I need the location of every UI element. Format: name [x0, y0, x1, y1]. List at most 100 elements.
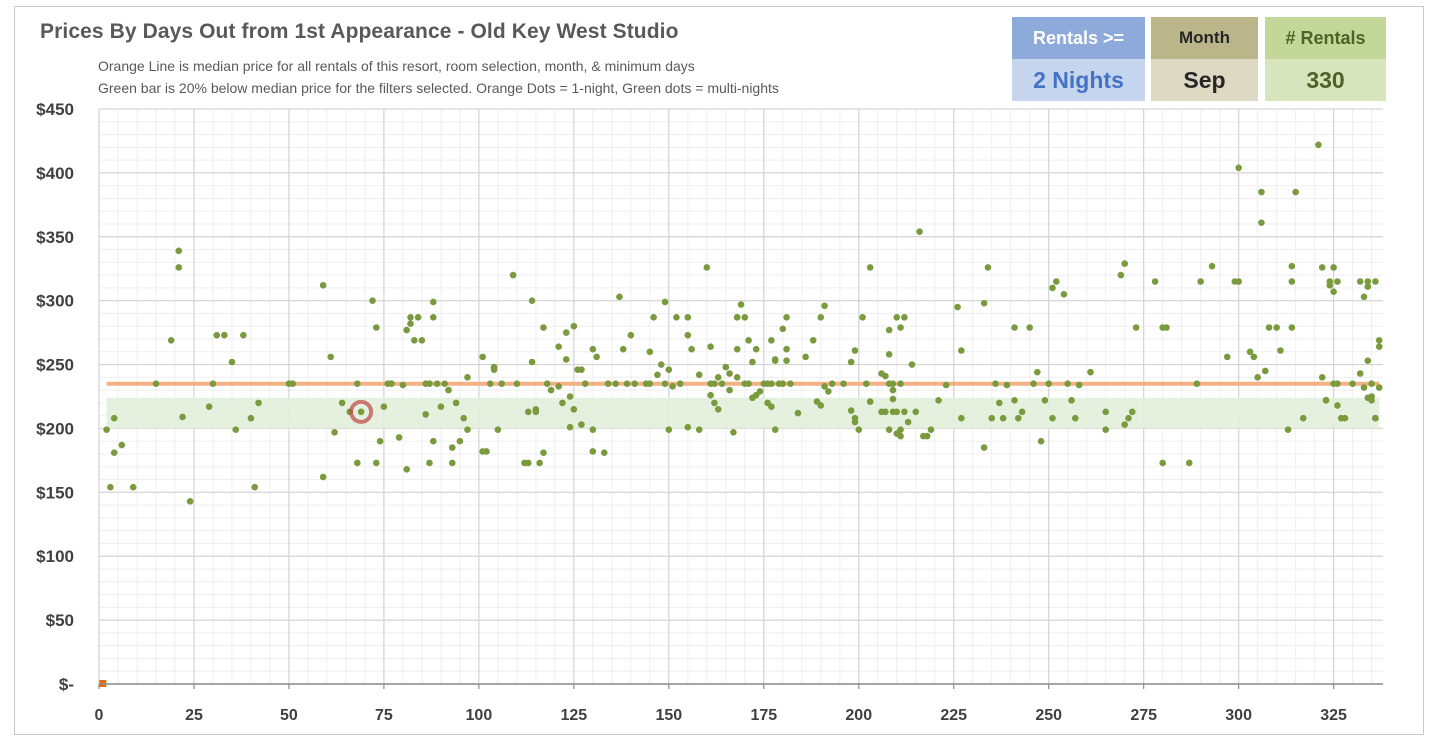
- multi-night-dot: [935, 397, 942, 404]
- multi-night-dot: [247, 414, 255, 422]
- multi-night-dot: [889, 380, 897, 388]
- month-filter-value[interactable]: Sep: [1151, 59, 1258, 101]
- rentals-filter-label: Rentals >=: [1012, 17, 1145, 59]
- discount-band-layer: [106, 397, 1380, 429]
- x-tick-label: 75: [375, 707, 393, 724]
- multi-night-dot: [1330, 264, 1337, 271]
- multi-night-dot: [357, 408, 365, 416]
- multi-night-dot: [175, 247, 183, 255]
- multi-night-dot: [1223, 353, 1231, 361]
- multi-night-dot: [885, 326, 893, 334]
- multi-night-dot: [1011, 324, 1018, 331]
- multi-night-dot: [566, 423, 574, 431]
- multi-night-dot: [1121, 260, 1128, 267]
- multi-night-dot: [448, 459, 456, 467]
- multi-night-dot: [863, 380, 870, 388]
- multi-night-dot: [1151, 278, 1159, 285]
- x-tick-label: 325: [1320, 707, 1347, 724]
- multi-night-dot: [707, 343, 714, 350]
- multi-night-dot: [684, 331, 692, 339]
- rentals-filter-card[interactable]: Rentals >= 2 Nights: [1012, 17, 1145, 101]
- multi-night-dot: [1334, 278, 1341, 285]
- multi-night-dot: [1128, 408, 1136, 416]
- multi-night-dot: [904, 418, 912, 426]
- multi-night-dot: [665, 426, 673, 434]
- x-tick-label: 50: [280, 707, 298, 724]
- rentals-filter-value[interactable]: 2 Nights: [1012, 59, 1145, 101]
- multi-night-dot: [733, 345, 741, 353]
- multi-night-dot: [676, 380, 684, 388]
- multi-night-dot: [228, 358, 236, 366]
- multi-night-dot: [901, 313, 908, 321]
- multi-night-dot: [376, 437, 384, 445]
- chart-frame: [14, 6, 1424, 735]
- multi-night-dot: [536, 459, 543, 467]
- multi-night-dot: [684, 423, 692, 431]
- multi-night-dot: [369, 297, 376, 304]
- multi-night-dot: [745, 380, 752, 388]
- multi-night-dot: [589, 426, 597, 434]
- multi-night-dot: [331, 428, 338, 436]
- multi-night-dot: [566, 393, 574, 400]
- multi-night-dot: [524, 408, 532, 416]
- multi-night-dot: [1364, 283, 1372, 290]
- multi-night-dot: [650, 313, 657, 321]
- multi-night-dot: [388, 380, 395, 388]
- multi-night-dot: [1049, 284, 1056, 292]
- multi-night-dot: [695, 426, 703, 434]
- multi-night-dot: [661, 298, 669, 306]
- multi-night-dot: [893, 408, 901, 416]
- multi-night-dot: [726, 370, 733, 377]
- multi-night-dot: [118, 441, 126, 449]
- multi-night-dot: [847, 358, 855, 366]
- multi-night-dot: [631, 380, 638, 388]
- multi-night-dot: [1068, 397, 1075, 404]
- multi-night-dot: [1197, 278, 1204, 285]
- multi-night-dot: [1185, 459, 1193, 467]
- multi-night-dot: [289, 380, 297, 388]
- multi-night-dot: [373, 459, 380, 467]
- y-tick-label: $300: [36, 292, 74, 311]
- multi-night-dot: [562, 356, 570, 363]
- multi-night-dot: [897, 426, 904, 434]
- chart-subtitle-line-2: Green bar is 20% below median price for …: [98, 80, 779, 96]
- multi-night-dot: [783, 357, 790, 365]
- multi-night-dot: [422, 411, 429, 418]
- multi-night-dot: [494, 426, 502, 434]
- multi-night-dot: [1334, 380, 1341, 388]
- multi-night-dot: [1087, 368, 1094, 376]
- month-filter-card[interactable]: Month Sep: [1151, 17, 1258, 101]
- multi-night-dot: [889, 386, 897, 394]
- multi-night-dot: [1292, 188, 1299, 196]
- multi-night-dot: [354, 380, 361, 388]
- multi-night-dot: [654, 371, 661, 379]
- multi-night-dot: [414, 313, 422, 321]
- y-axis-tick-labels: $- $50 $100 $150 $200 $250 $300 $350 $400 $450: [36, 100, 74, 694]
- multi-night-dot: [319, 473, 327, 481]
- chart-subtitle-line-1: Orange Line is median price for all rent…: [98, 58, 695, 74]
- multi-night-dot: [354, 459, 361, 467]
- multi-night-dot: [1011, 397, 1018, 404]
- multi-night-dot: [885, 426, 893, 434]
- multi-night-dot: [1261, 367, 1269, 375]
- multi-night-dot: [1368, 393, 1375, 400]
- multi-night-dot: [722, 363, 730, 371]
- multi-night-dot: [916, 228, 923, 235]
- multi-night-dot: [1277, 347, 1284, 354]
- multi-night-dot: [1037, 437, 1045, 445]
- multi-night-dot: [1375, 343, 1383, 350]
- multi-night-dot: [665, 366, 673, 373]
- multi-night-dot: [373, 324, 380, 331]
- multi-night-dot: [1071, 414, 1079, 422]
- multi-night-dot: [1360, 293, 1368, 301]
- multi-night-dot: [711, 380, 718, 388]
- multi-night-dot: [1049, 414, 1056, 422]
- multi-night-dot: [1356, 370, 1364, 377]
- multi-night-dot: [110, 414, 118, 422]
- multi-night-dot: [179, 413, 186, 421]
- y-tick-label: $400: [36, 164, 74, 183]
- multi-night-dot: [479, 353, 486, 361]
- multi-night-dot: [828, 380, 836, 388]
- discount-band: [106, 397, 1380, 429]
